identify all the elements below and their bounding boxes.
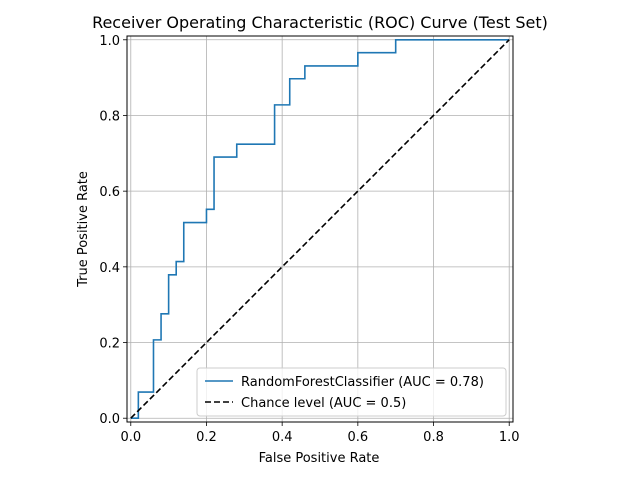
x-tick-label: 0.8 xyxy=(423,430,444,445)
roc-curve-line xyxy=(130,38,510,420)
x-tick-label: 0.2 xyxy=(196,430,217,445)
axis-ticks: 0.0 0.2 0.4 0.6 0.8 1.0 0.0 0.2 0.4 0.6 0.8 1.0 xyxy=(99,34,519,445)
series-layer xyxy=(130,38,510,420)
grid-lines xyxy=(127,36,513,422)
y-tick-label: 0.0 xyxy=(99,412,120,427)
legend-label: Chance level (AUC = 0.5) xyxy=(241,396,406,411)
x-axis-label: False Positive Rate xyxy=(259,451,380,466)
x-tick-label: 1.0 xyxy=(499,430,520,445)
y-tick-label: 0.2 xyxy=(99,337,120,352)
y-tick-label: 0.8 xyxy=(99,109,120,124)
legend-label: RandomForestClassifier (AUC = 0.78) xyxy=(241,375,484,390)
legend: RandomForestClassifier (AUC = 0.78) Chanc… xyxy=(196,367,507,417)
y-tick-label: 1.0 xyxy=(99,34,120,49)
x-tick-label: 0.4 xyxy=(272,430,293,445)
y-tick-label: 0.6 xyxy=(99,185,120,200)
x-tick-label: 0.0 xyxy=(120,430,141,445)
x-tick-label: 0.6 xyxy=(347,430,368,445)
y-axis-label: True Positive Rate xyxy=(76,171,91,288)
chance-level-line xyxy=(130,39,510,419)
plot-frame xyxy=(126,35,514,423)
chart-title: Receiver Operating Characteristic (ROC) … xyxy=(92,13,548,32)
y-tick-label: 0.4 xyxy=(99,261,120,276)
legend-box xyxy=(196,367,507,417)
